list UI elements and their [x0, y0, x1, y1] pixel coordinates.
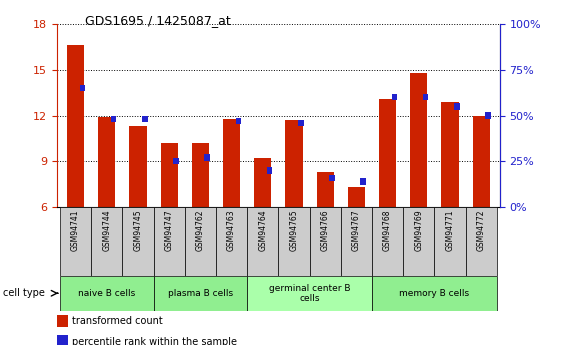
Bar [285, 120, 303, 207]
Bar [236, 118, 241, 124]
Bar [267, 167, 273, 174]
Bar [247, 276, 372, 310]
Bar [372, 207, 403, 276]
Bar [60, 276, 153, 310]
Bar [111, 116, 116, 122]
Bar [185, 207, 216, 276]
Text: GSM94769: GSM94769 [414, 210, 423, 252]
Text: GDS1695 / 1425087_at: GDS1695 / 1425087_at [85, 14, 231, 27]
Text: GSM94764: GSM94764 [258, 210, 267, 252]
Text: GSM94747: GSM94747 [165, 210, 174, 252]
Text: GSM94763: GSM94763 [227, 210, 236, 252]
Bar [360, 178, 366, 185]
Text: germinal center B
cells: germinal center B cells [269, 284, 350, 303]
Bar [122, 207, 153, 276]
Bar [391, 94, 397, 100]
Bar [153, 207, 185, 276]
Bar [142, 116, 148, 122]
Bar [403, 207, 435, 276]
Bar [57, 335, 68, 345]
Bar [60, 207, 91, 276]
Bar [204, 155, 210, 161]
Text: plasma B cells: plasma B cells [168, 289, 233, 298]
Bar [130, 126, 147, 207]
Bar [410, 73, 427, 207]
Bar [473, 116, 490, 207]
Bar [153, 276, 247, 310]
Bar [91, 207, 122, 276]
Bar [441, 102, 458, 207]
Bar [278, 207, 310, 276]
Bar [80, 85, 85, 91]
Bar [192, 143, 209, 207]
Bar [435, 207, 466, 276]
Text: naive B cells: naive B cells [78, 289, 135, 298]
Bar [423, 94, 428, 100]
Bar [298, 120, 303, 126]
Bar [173, 158, 179, 165]
Bar [254, 158, 272, 207]
Bar [310, 207, 341, 276]
Bar [348, 187, 365, 207]
Bar [247, 207, 278, 276]
Bar [216, 207, 247, 276]
Text: GSM94744: GSM94744 [102, 210, 111, 252]
Bar [372, 276, 497, 310]
Bar [98, 117, 115, 207]
Bar [57, 315, 68, 327]
Bar [67, 46, 84, 207]
Bar [316, 172, 334, 207]
Bar [485, 112, 491, 119]
Text: GSM94766: GSM94766 [320, 210, 329, 252]
Text: GSM94771: GSM94771 [445, 210, 454, 251]
Bar [341, 207, 372, 276]
Bar [329, 175, 335, 181]
Text: percentile rank within the sample: percentile rank within the sample [72, 337, 237, 345]
Bar [223, 119, 240, 207]
Text: GSM94762: GSM94762 [196, 210, 205, 251]
Bar [454, 103, 460, 110]
Text: transformed count: transformed count [72, 316, 163, 326]
Text: GSM94741: GSM94741 [71, 210, 80, 251]
Bar [466, 207, 497, 276]
Text: GSM94767: GSM94767 [352, 210, 361, 252]
Bar [161, 143, 178, 207]
Bar [379, 99, 396, 207]
Text: memory B cells: memory B cells [399, 289, 469, 298]
Text: cell type: cell type [3, 288, 45, 298]
Text: GSM94768: GSM94768 [383, 210, 392, 251]
Text: GSM94772: GSM94772 [477, 210, 486, 251]
Text: GSM94765: GSM94765 [290, 210, 298, 252]
Text: GSM94745: GSM94745 [133, 210, 143, 252]
